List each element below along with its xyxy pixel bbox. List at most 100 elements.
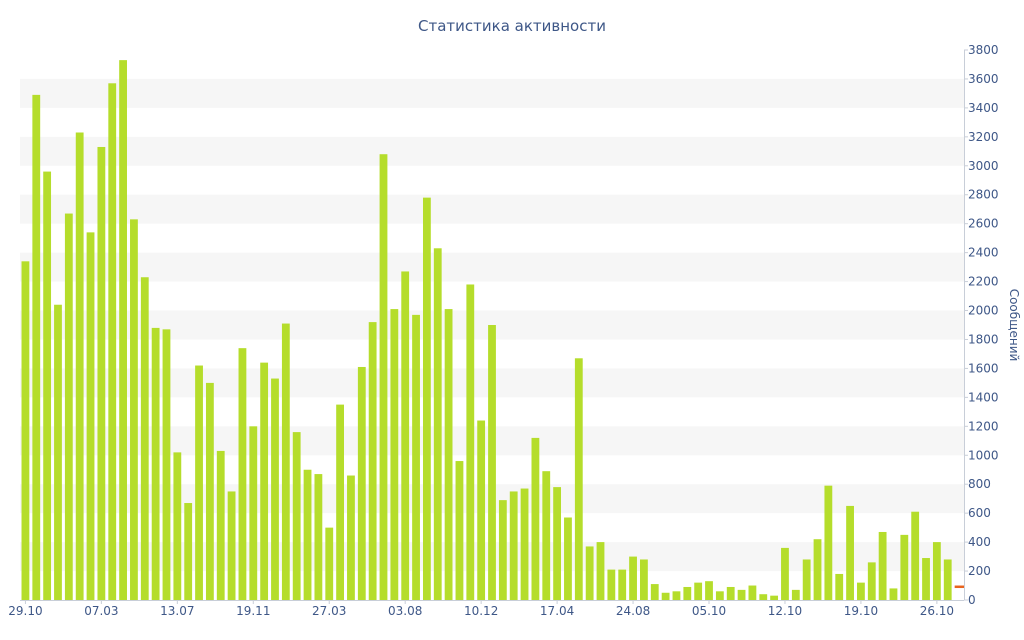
bar <box>878 531 887 600</box>
bar <box>32 94 41 601</box>
y-tick-label: 1600 <box>968 361 999 375</box>
x-tick-label: 07.03 <box>84 604 118 618</box>
x-tick-label: 03.08 <box>388 604 422 618</box>
x-tick-label: 27.03 <box>312 604 346 618</box>
y-axis-title: Сообщений <box>1007 289 1021 362</box>
bar <box>119 60 127 600</box>
bar <box>781 547 789 600</box>
bar <box>271 378 279 600</box>
y-axis: 0 200 400 600 800 1000 1200 1400 1600 1800 2000 220… <box>964 43 999 607</box>
bar <box>54 304 62 600</box>
bar <box>238 348 247 600</box>
bar <box>867 562 876 600</box>
bar <box>726 586 735 600</box>
bar <box>585 546 594 600</box>
bar <box>368 322 377 600</box>
bar <box>433 248 442 600</box>
bar <box>824 485 833 600</box>
bar <box>542 471 551 600</box>
bar <box>347 475 355 600</box>
bar <box>357 366 366 600</box>
bar <box>292 432 301 600</box>
bar <box>205 382 214 600</box>
y-tick-label: 2600 <box>968 217 999 231</box>
bar <box>846 505 854 600</box>
bar <box>43 171 52 600</box>
bar <box>488 325 496 600</box>
bar <box>813 539 822 600</box>
bar <box>130 219 138 600</box>
grid-band <box>20 78 964 108</box>
bars <box>21 60 965 601</box>
bar <box>260 362 269 600</box>
x-tick-label: 26.10 <box>920 604 954 618</box>
bar <box>108 83 117 600</box>
highlight-bar <box>954 585 965 589</box>
bar <box>97 146 106 600</box>
x-tick-label: 19.10 <box>844 604 878 618</box>
bar <box>227 491 236 600</box>
bar <box>466 284 475 600</box>
y-tick-label: 800 <box>968 477 991 491</box>
bar <box>303 469 312 600</box>
bar <box>596 542 605 600</box>
bar <box>943 559 952 600</box>
bar <box>607 569 616 600</box>
y-tick-label: 3600 <box>968 72 999 86</box>
x-axis: 29.10 07.03 13.07 19.11 27.03 03.08 10.12 17.04… <box>8 600 964 618</box>
bar <box>629 556 637 600</box>
bar <box>422 197 431 600</box>
x-tick-label: 17.04 <box>540 604 574 618</box>
y-tick-label: 3200 <box>968 130 999 144</box>
bar <box>715 591 724 600</box>
bar <box>683 586 692 600</box>
bar <box>390 309 399 600</box>
x-tick-label: 13.07 <box>160 604 194 618</box>
bar <box>759 594 768 600</box>
y-tick-label: 3800 <box>968 43 999 57</box>
y-tick-label: 400 <box>968 535 991 549</box>
bar <box>889 588 898 600</box>
bar <box>281 323 290 600</box>
bar <box>412 314 420 600</box>
bar <box>195 365 203 600</box>
bar <box>737 589 746 600</box>
y-tick-label: 2000 <box>968 304 999 318</box>
bar <box>520 488 529 600</box>
bar <box>21 261 30 600</box>
chart-title: Статистика активности <box>418 17 606 35</box>
bar <box>650 584 659 600</box>
bar <box>151 327 160 600</box>
y-tick-label: 0 <box>968 593 976 607</box>
y-tick-label: 1400 <box>968 390 999 404</box>
y-tick-label: 1200 <box>968 419 999 433</box>
bar <box>140 277 149 600</box>
x-tick-label: 24.08 <box>616 604 650 618</box>
bar <box>553 487 562 600</box>
bar <box>932 542 941 600</box>
y-tick-label: 600 <box>968 506 991 520</box>
bar <box>531 437 540 600</box>
bar <box>564 517 572 600</box>
bar <box>509 491 518 600</box>
bar <box>748 585 757 600</box>
bar <box>216 450 225 600</box>
x-tick-label: 10.12 <box>464 604 498 618</box>
x-tick-label: 05.10 <box>692 604 726 618</box>
bar <box>162 329 171 600</box>
bar <box>618 569 627 600</box>
bar <box>64 213 73 601</box>
bar <box>857 582 865 600</box>
y-tick-label: 200 <box>968 564 991 578</box>
bar <box>922 558 930 600</box>
bar <box>911 511 920 600</box>
y-tick-label: 2400 <box>968 246 999 260</box>
bar <box>802 559 811 600</box>
bar <box>444 309 453 600</box>
bar <box>498 500 507 600</box>
y-tick-label: 2200 <box>968 275 999 289</box>
bar <box>325 527 334 600</box>
grid-band <box>20 136 964 166</box>
y-tick-label: 1800 <box>968 332 999 346</box>
